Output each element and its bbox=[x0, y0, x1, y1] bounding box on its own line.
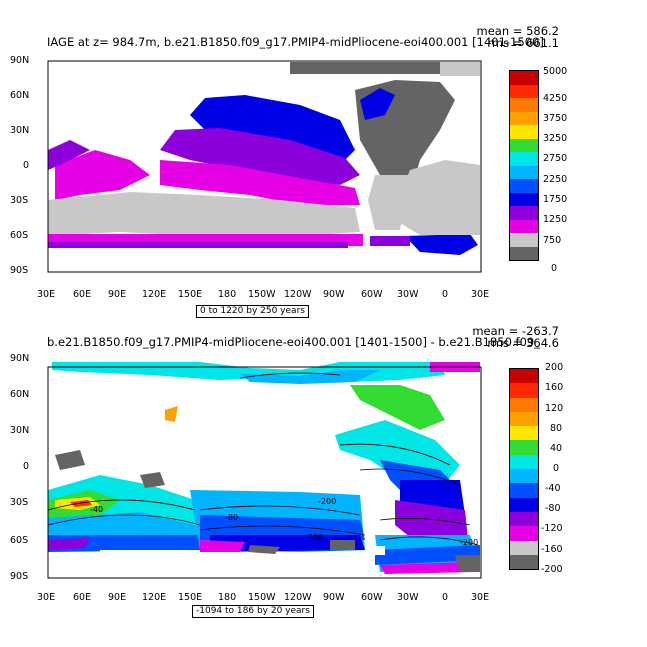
lon-tick-label: 90E bbox=[108, 592, 127, 603]
lat-tick-label: 60N bbox=[10, 389, 30, 400]
lon-tick-label: 120W bbox=[284, 592, 312, 603]
contour-label: -40 bbox=[90, 505, 103, 514]
colorbar-label: -120 bbox=[541, 523, 563, 534]
lat-tick-label: 30S bbox=[10, 195, 29, 206]
lat-tick-label: 30S bbox=[10, 497, 29, 508]
lon-tick-label: 30E bbox=[37, 289, 56, 300]
mean-stat: mean = -263.7 bbox=[472, 324, 559, 338]
lon-tick-label: 150E bbox=[178, 592, 203, 603]
mean-stat: mean = 586.2 bbox=[476, 24, 559, 38]
colorbar-swatches bbox=[509, 70, 539, 261]
lon-tick-label: 150W bbox=[248, 289, 276, 300]
colorbar-label: 160 bbox=[545, 382, 564, 393]
lon-tick-label: 120E bbox=[142, 289, 167, 300]
lat-tick-label: 90N bbox=[10, 55, 30, 66]
colorbar-label: 4250 bbox=[543, 93, 568, 104]
lon-tick-label: 30W bbox=[397, 592, 419, 603]
lon-tick-label: 30E bbox=[37, 592, 56, 603]
map-1 bbox=[47, 60, 482, 273]
colorbar-label: -80 bbox=[545, 503, 561, 514]
lon-tick-label: 30W bbox=[397, 289, 419, 300]
colorbar-label: 0 bbox=[551, 263, 558, 274]
lon-tick-label: 90W bbox=[323, 289, 345, 300]
lon-tick-label: 0 bbox=[442, 289, 449, 300]
lon-tick-label: 180 bbox=[218, 592, 237, 603]
contour-info-box: -1094 to 186 by 20 years bbox=[192, 605, 314, 618]
rms-stat: rms = 364.6 bbox=[487, 336, 559, 350]
colorbar-label: 3250 bbox=[543, 133, 568, 144]
lat-tick-label: 60N bbox=[10, 90, 30, 101]
lon-tick-label: 120W bbox=[284, 289, 312, 300]
colorbar-label: 750 bbox=[543, 235, 562, 246]
colorbar-swatches bbox=[509, 368, 539, 571]
lon-tick-label: 0 bbox=[442, 592, 449, 603]
contour-label: -80 bbox=[225, 513, 238, 522]
lat-tick-label: 0 bbox=[23, 160, 30, 171]
lon-tick-label: 150W bbox=[248, 592, 276, 603]
lat-tick-label: 90N bbox=[10, 353, 30, 364]
colorbar-label: 5000 bbox=[543, 66, 568, 77]
colorbar-label: 2250 bbox=[543, 174, 568, 185]
contour-label: -200 bbox=[305, 533, 323, 542]
lon-tick-label: 90E bbox=[108, 289, 127, 300]
contour-info-box: 0 to 1220 by 250 years bbox=[196, 305, 309, 318]
lon-tick-label: 60E bbox=[73, 289, 92, 300]
colorbar-label: 0 bbox=[553, 463, 560, 474]
colorbar-label: -40 bbox=[545, 483, 561, 494]
panel-title: IAGE at z= 984.7m, b.e21.B1850.f09_g17.P… bbox=[47, 35, 544, 49]
colorbar-label: 1250 bbox=[543, 214, 568, 225]
lat-tick-label: 30N bbox=[10, 425, 30, 436]
colorbar-label: -160 bbox=[541, 544, 563, 555]
contour-label: -200 bbox=[318, 497, 336, 506]
difference-field bbox=[47, 362, 480, 574]
lon-tick-label: 60W bbox=[361, 289, 383, 300]
lon-tick-label: 30E bbox=[471, 289, 490, 300]
colorbar-label: 120 bbox=[545, 403, 564, 414]
colorbar-label: 40 bbox=[550, 443, 563, 454]
lon-tick-label: 180 bbox=[218, 289, 237, 300]
lon-tick-label: 90W bbox=[323, 592, 345, 603]
lat-tick-label: 90S bbox=[10, 265, 29, 276]
colorbar-label: 3750 bbox=[543, 113, 568, 124]
lon-tick-label: 60W bbox=[361, 592, 383, 603]
lon-tick-label: 30E bbox=[471, 592, 490, 603]
colorbar-label: 2750 bbox=[543, 153, 568, 164]
lon-tick-label: 120E bbox=[142, 592, 167, 603]
age-field-1 bbox=[48, 62, 480, 255]
lat-tick-label: 60S bbox=[10, 535, 29, 546]
lat-tick-label: 60S bbox=[10, 230, 29, 241]
colorbar-label: 200 bbox=[545, 362, 564, 373]
panel-title: b.e21.B1850.f09_g17.PMIP4-midPliocene-eo… bbox=[47, 335, 540, 349]
colorbar-label: -200 bbox=[541, 564, 563, 575]
lon-tick-label: 150E bbox=[178, 289, 203, 300]
colorbar-label: 80 bbox=[550, 423, 563, 434]
lon-tick-label: 60E bbox=[73, 592, 92, 603]
lat-tick-label: 30N bbox=[10, 125, 30, 136]
colorbar-label: 1750 bbox=[543, 194, 568, 205]
lat-tick-label: 0 bbox=[23, 461, 30, 472]
contour-label: -200 bbox=[460, 538, 478, 547]
lat-tick-label: 90S bbox=[10, 571, 29, 582]
map-2: -200 -40 -80 -200 -200 bbox=[47, 362, 482, 579]
rms-stat: rms = 661.1 bbox=[487, 36, 559, 50]
